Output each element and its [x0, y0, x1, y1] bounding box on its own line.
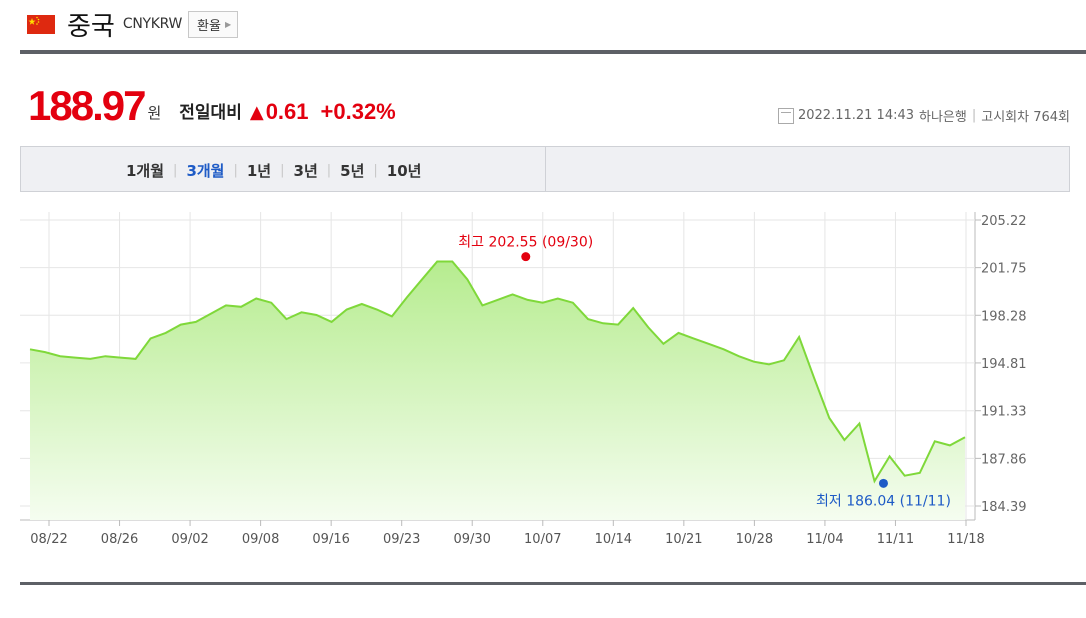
- price-change-percent: +0.32%: [320, 99, 396, 124]
- max-label: 최고 202.55 (09/30): [458, 235, 593, 251]
- x-tick-label: 10/14: [595, 532, 632, 547]
- x-tick-label: 09/23: [383, 532, 420, 547]
- caret-right-icon: ▶: [224, 19, 232, 29]
- period-tab[interactable]: 1개월: [126, 162, 165, 180]
- price-change: 0.61: [265, 99, 309, 124]
- tab-separator: |: [373, 163, 378, 178]
- series-line: [29, 260, 966, 484]
- series-area: [30, 261, 965, 520]
- up-triangle-icon: ▲: [249, 102, 264, 123]
- period-tab-bar: 1개월 | 3개월 | 1년 | 3년 | 5년 | 10년: [20, 146, 1070, 192]
- quote-meta: 2022.11.21 14:43 하나은행 | 고시회차 764회: [777, 106, 1070, 125]
- period-tab[interactable]: 5년: [340, 162, 365, 180]
- x-tick-label: 09/02: [171, 532, 208, 547]
- calendar-icon: [777, 107, 794, 124]
- x-tick-label: 08/26: [101, 532, 138, 547]
- x-tick-label: 09/08: [242, 532, 279, 547]
- quote-datetime: 2022.11.21 14:43: [797, 108, 915, 123]
- bottom-divider: [20, 582, 1086, 585]
- y-tick-label: 198.28: [981, 309, 1027, 324]
- meta-separator: |: [971, 108, 977, 123]
- top-divider: [20, 50, 1086, 54]
- x-tick-label: 11/11: [877, 532, 914, 547]
- current-price: 188.97: [28, 82, 146, 129]
- y-tick-label: 184.39: [981, 500, 1027, 515]
- exchange-rate-chart: 205.22 201.75 198.28 194.81 191.33 187.86 184.…: [20, 212, 1027, 547]
- exchange-rate-button[interactable]: 환율 ▶: [188, 10, 239, 38]
- min-label: 최저 186.04 (11/11): [816, 493, 951, 509]
- y-tick-label: 187.86: [981, 452, 1027, 467]
- tab-bar-divider: [545, 147, 546, 191]
- bank-name: 하나은행: [919, 110, 967, 125]
- currency-code: CNYKRW: [122, 16, 183, 32]
- tab-separator: |: [280, 163, 285, 178]
- tab-separator: |: [173, 163, 178, 178]
- x-tick-label: 11/04: [806, 532, 843, 547]
- country-name: 중국: [67, 11, 115, 42]
- x-tick-label: 10/21: [665, 532, 702, 547]
- x-tick-label: 09/30: [453, 532, 490, 547]
- x-tick-label: 11/18: [947, 532, 984, 547]
- notice-round: 고시회차 764회: [981, 110, 1070, 125]
- y-tick-label: 191.33: [981, 405, 1027, 420]
- period-tab[interactable]: 3년: [293, 162, 318, 180]
- tab-separator: |: [233, 163, 238, 178]
- y-tick-label: 201.75: [981, 262, 1027, 277]
- price-unit: 원: [147, 104, 162, 122]
- page-header: 중국 CNYKRW 환율 ▶: [27, 4, 239, 44]
- tab-separator: |: [326, 163, 332, 178]
- price-row: 188.97 원 전일대비 ▲ 0.61 +0.32%: [28, 83, 396, 127]
- china-flag-icon: [27, 14, 55, 34]
- period-tab[interactable]: 10년: [386, 162, 422, 180]
- x-tick-label: 10/28: [736, 532, 773, 547]
- x-tick-label: 10/07: [524, 532, 561, 547]
- y-tick-label: 205.22: [981, 214, 1027, 229]
- max-point-marker: [521, 252, 531, 262]
- y-tick-label: 194.81: [981, 357, 1027, 372]
- vs-previous-label: 전일대비: [179, 103, 242, 123]
- min-point-marker: [878, 478, 888, 488]
- x-tick-label: 08/22: [30, 532, 67, 547]
- exchange-rate-label: 환율: [197, 18, 221, 34]
- x-tick-label: 09/16: [312, 532, 349, 547]
- period-tab[interactable]: 1년: [246, 162, 272, 180]
- period-tab[interactable]: 3개월: [186, 162, 225, 180]
- period-tabs: 1개월 | 3개월 | 1년 | 3년 | 5년 | 10년: [126, 160, 421, 181]
